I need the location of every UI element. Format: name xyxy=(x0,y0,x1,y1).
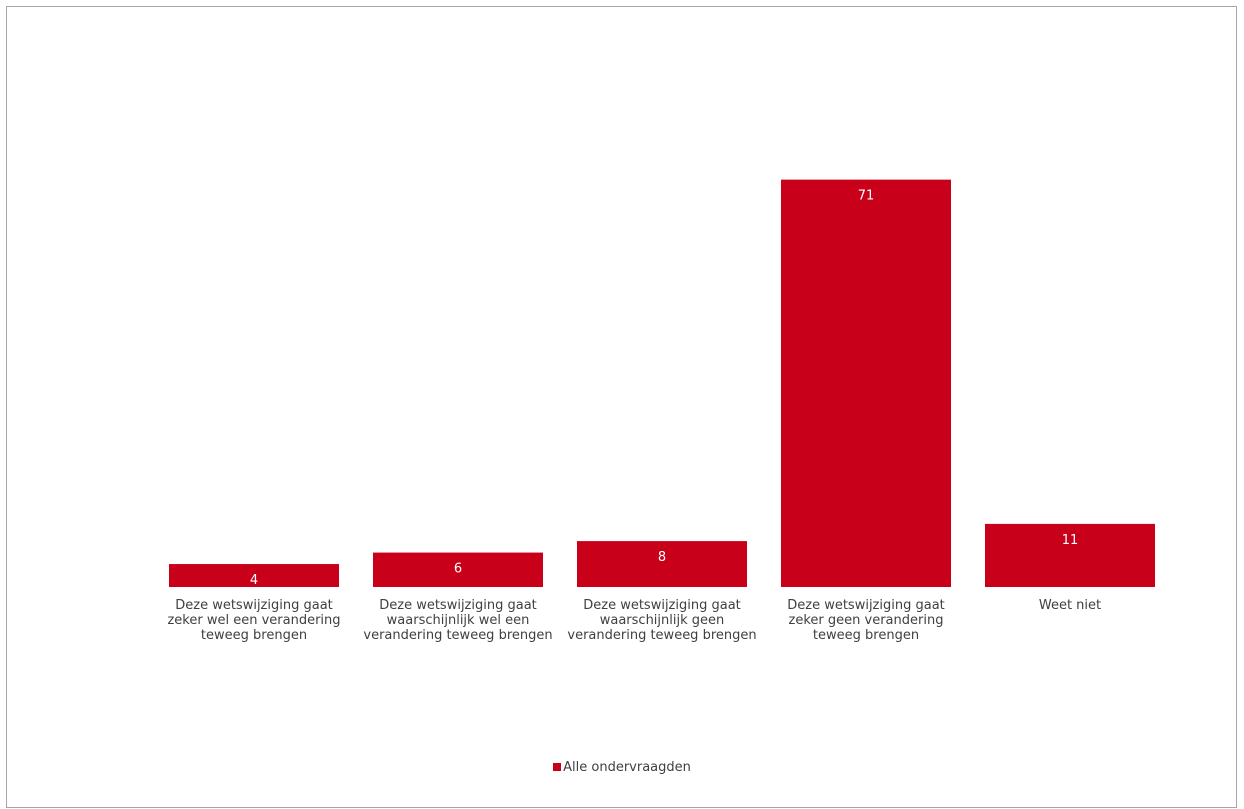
data-label-1: 4 xyxy=(250,573,258,588)
category-label-1: Deze wetswijziging gaat zeker wel een ve… xyxy=(167,598,341,643)
legend-label: Alle ondervraagden xyxy=(563,760,691,775)
category-label-4: Deze wetswijziging gaat zeker geen veran… xyxy=(787,598,945,643)
legend: Alle ondervraagden xyxy=(0,760,1244,775)
data-label-5: 11 xyxy=(1062,533,1079,548)
bar-3 xyxy=(577,541,747,587)
category-label-5: Weet niet xyxy=(1038,598,1102,613)
category-label-3: Deze wetswijziging gaat waarschijnlijk g… xyxy=(567,598,757,643)
chart-frame xyxy=(6,6,1237,808)
category-label-2: Deze wetswijziging gaat waarschijnlijk w… xyxy=(363,598,553,643)
data-label-3: 8 xyxy=(658,550,666,565)
bar-4 xyxy=(781,179,951,587)
data-label-4: 71 xyxy=(858,189,875,204)
bar-5 xyxy=(985,523,1155,587)
legend-swatch xyxy=(553,763,562,771)
bar-2 xyxy=(373,552,543,587)
data-label-2: 6 xyxy=(454,562,462,577)
bar-1 xyxy=(169,564,339,587)
